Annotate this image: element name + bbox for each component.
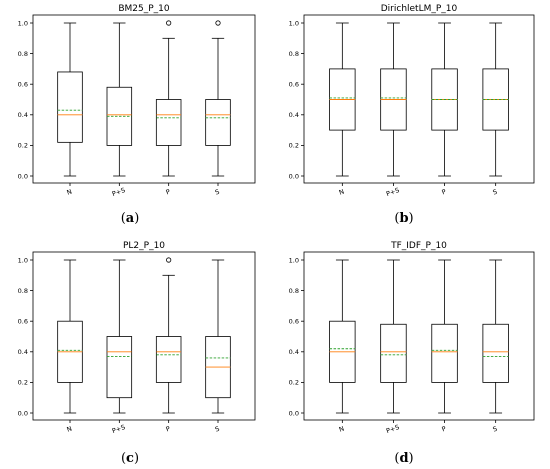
box-N <box>57 259 83 414</box>
box-S <box>205 259 231 414</box>
y-tick-label: 0.0 <box>18 409 28 417</box>
iqr-box <box>431 323 458 383</box>
subfigure-caption: (b) <box>394 211 413 226</box>
x-tick-label: S <box>214 425 221 434</box>
subfigure-caption: (a) <box>121 211 140 226</box>
chart-title: DirichletLM_P_10 <box>381 4 458 14</box>
y-tick-label: 1.0 <box>18 256 28 264</box>
box-N <box>329 22 356 177</box>
x-tick-label: P <box>165 425 171 434</box>
x-tick-label: S <box>214 188 221 197</box>
iqr-box <box>106 336 133 399</box>
iqr-box <box>155 99 182 146</box>
panel-1: BM25_P_10 0.0 0.2 0.4 0.6 0.8 1.0 N P+S P S (a) <box>18 4 256 226</box>
y-tick-label: 0.6 <box>18 318 28 326</box>
axes-frame <box>303 14 535 184</box>
x-tick-label: N <box>338 187 345 196</box>
box-N <box>57 22 83 177</box>
box-P+S <box>380 259 407 414</box>
y-tick-label: 0.6 <box>289 318 299 326</box>
y-tick-label: 1.0 <box>289 256 299 264</box>
box-P <box>155 20 182 177</box>
axes-frame <box>32 14 256 184</box>
x-tick-label: P+S <box>111 186 126 198</box>
x-tick-label: S <box>492 188 499 197</box>
x-tick-label: N <box>66 187 73 196</box>
box-P <box>155 257 182 414</box>
y-tick-label: 1.0 <box>18 19 28 27</box>
iqr-box <box>155 336 182 383</box>
x-tick-label: P+S <box>385 186 400 198</box>
chart-title: PL2_P_10 <box>123 241 165 251</box>
box-P <box>431 22 458 177</box>
x-tick-label: P <box>441 188 447 197</box>
chart-title: TF_IDF_P_10 <box>390 241 447 251</box>
x-tick-label: P <box>165 188 171 197</box>
panel-2: DirichletLM_P_10 0.0 0.2 0.4 0.6 0.8 1.0 N P+S P S… <box>289 4 535 226</box>
y-tick-label: 0.8 <box>289 287 299 295</box>
chart-title: BM25_P_10 <box>118 4 170 14</box>
x-tick-label: N <box>338 424 345 433</box>
x-tick-label: N <box>66 424 73 433</box>
box-S <box>482 259 509 414</box>
x-tick-label: P+S <box>385 423 400 435</box>
panel-3: PL2_P_10 0.0 0.2 0.4 0.6 0.8 1.0 N P+S P S (c) <box>18 241 256 466</box>
x-tick-label: P+S <box>111 423 126 435</box>
box-S <box>482 22 509 177</box>
axes-frame <box>32 251 256 421</box>
y-tick-label: 0.2 <box>289 142 299 150</box>
x-tick-label: S <box>492 425 499 434</box>
iqr-box <box>380 323 407 383</box>
box-S <box>205 20 231 177</box>
y-tick-label: 0.0 <box>289 409 299 417</box>
y-tick-label: 0.4 <box>18 111 28 119</box>
y-tick-label: 0.4 <box>289 111 299 119</box>
iqr-box <box>205 99 231 146</box>
box-P <box>431 259 458 414</box>
box-P+S <box>380 22 407 177</box>
box-P+S <box>106 22 133 177</box>
y-tick-label: 0.8 <box>18 287 28 295</box>
outlier-point <box>166 257 172 263</box>
y-tick-label: 0.0 <box>18 172 28 180</box>
y-tick-label: 0.4 <box>289 348 299 356</box>
iqr-box <box>57 71 83 143</box>
subfigure-caption: (c) <box>121 451 139 466</box>
y-tick-label: 0.8 <box>18 50 28 58</box>
box-N <box>329 259 356 414</box>
outlier-point <box>166 20 172 26</box>
subfigure-caption: (d) <box>394 451 413 466</box>
y-tick-label: 0.4 <box>18 348 28 356</box>
y-tick-label: 0.6 <box>289 81 299 89</box>
y-tick-label: 0.2 <box>18 379 28 387</box>
y-tick-label: 1.0 <box>289 19 299 27</box>
iqr-box <box>482 323 509 383</box>
outlier-point <box>215 20 221 26</box>
box-P+S <box>106 259 133 414</box>
y-tick-label: 0.6 <box>18 81 28 89</box>
y-tick-label: 0.0 <box>289 172 299 180</box>
y-tick-label: 0.2 <box>18 142 28 150</box>
y-tick-label: 0.2 <box>289 379 299 387</box>
axes-frame <box>303 251 535 421</box>
x-tick-label: P <box>441 425 447 434</box>
y-tick-label: 0.8 <box>289 50 299 58</box>
panel-4: TF_IDF_P_10 0.0 0.2 0.4 0.6 0.8 1.0 N P+S P S (d) <box>289 241 535 466</box>
